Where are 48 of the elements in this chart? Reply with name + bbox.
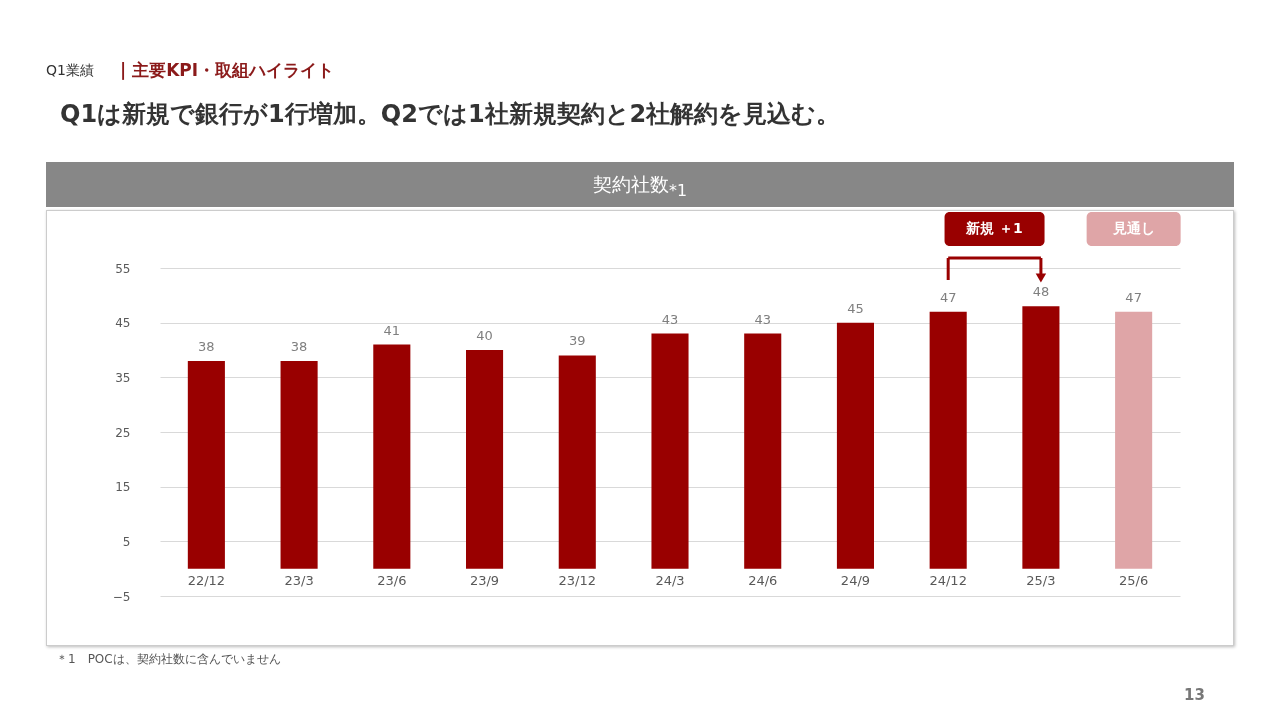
data-label: 48 — [1032, 284, 1050, 300]
bar — [1022, 306, 1060, 569]
y-tick-label: 55 — [115, 261, 131, 276]
y-tick-label: 25 — [115, 425, 131, 440]
x-tick-label: 25/6 — [1119, 572, 1149, 588]
x-tick-label: 25/3 — [1026, 572, 1056, 588]
y-tick-label: 35 — [115, 370, 131, 385]
data-label: 41 — [383, 322, 401, 338]
x-tick-label: 23/12 — [558, 572, 597, 588]
data-label: 45 — [847, 300, 864, 316]
text: 13 — [1184, 686, 1205, 704]
x-tick-label: 24/12 — [929, 572, 967, 588]
y-tick-label: 5 — [122, 534, 131, 549]
x-tick-label: 24/3 — [655, 572, 685, 588]
x-tick-label: 23/6 — [377, 572, 407, 588]
bar — [1115, 311, 1153, 569]
text: | 主要KPI・取組ハイライト — [120, 59, 335, 82]
data-label: 43 — [754, 311, 771, 327]
data-label: 47 — [939, 289, 957, 305]
x-tick-label: 24/9 — [840, 572, 871, 588]
data-label: 38 — [198, 338, 215, 354]
chart-subtitle: Q1は新規で銀行が1行増加。Q2では1社新規契約と2社解約を見込む。 — [60, 99, 841, 130]
data-label: 40 — [476, 328, 493, 343]
y-tick-label: 45 — [115, 316, 131, 331]
bar — [280, 360, 318, 569]
y-tick-label: −5 — [112, 589, 131, 604]
data-label: 47 — [1125, 289, 1142, 305]
text: Q1業績 — [46, 62, 94, 80]
bar — [929, 311, 967, 569]
x-tick-label: 23/3 — [284, 572, 314, 588]
data-label: 38 — [290, 338, 308, 354]
bar — [558, 355, 596, 569]
data-label: 39 — [569, 333, 586, 349]
bar — [187, 360, 225, 569]
bar — [373, 344, 411, 569]
text: 見通し — [1111, 220, 1155, 236]
bar — [836, 322, 874, 569]
data-label: 43 — [661, 311, 679, 327]
bar — [744, 333, 782, 569]
x-tick-label: 24/6 — [748, 572, 778, 588]
text: 新規 ＋1 — [965, 220, 1023, 236]
y-tick-label: 15 — [115, 480, 131, 495]
bar — [466, 350, 504, 569]
text: ＊1 POCは、契約社数に含んでいません — [56, 651, 281, 668]
bar — [651, 333, 689, 569]
chart-title: 契約社数$_{*1}$ — [46, 162, 1234, 207]
x-tick-label: 22/12 — [187, 572, 226, 588]
x-tick-label: 23/9 — [469, 572, 500, 588]
